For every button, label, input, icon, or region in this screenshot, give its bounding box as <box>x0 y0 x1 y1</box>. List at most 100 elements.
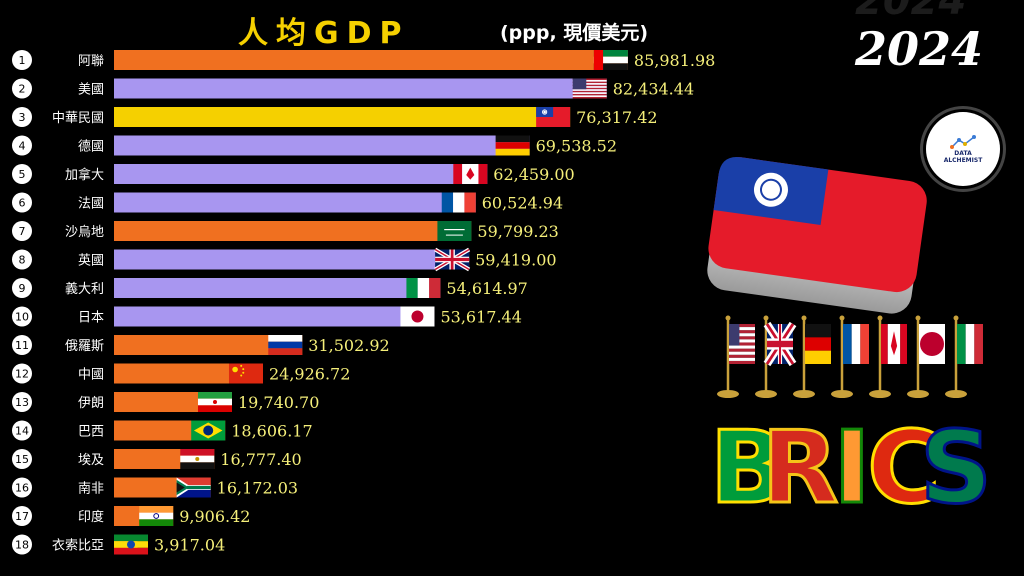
value-label: 59,799.23 <box>477 222 558 241</box>
rank-badge <box>12 278 32 298</box>
year-label: 2024 <box>855 22 984 76</box>
rank-badge <box>12 50 32 70</box>
rank-badge <box>12 363 32 384</box>
rank-badge <box>12 477 32 498</box>
logo-graph-icon <box>950 135 976 149</box>
bar-chart: 1 阿聯 85,981.98 2 美國 82,434.44 3 中華民國 76,317.42 4 德… <box>12 50 715 555</box>
rank-label: 15 <box>15 453 29 466</box>
rank-label: 7 <box>19 225 26 238</box>
value-label: 76,317.42 <box>576 108 657 127</box>
bar <box>114 135 530 156</box>
bar <box>114 221 472 241</box>
france-flag-icon <box>441 192 476 213</box>
bar <box>114 192 476 213</box>
category-label: 中華民國 <box>52 111 104 126</box>
usa-flag-icon <box>572 78 607 99</box>
brics-letter: I <box>833 409 870 510</box>
brics-letter: C <box>867 409 940 510</box>
usa-desk-flag-icon <box>729 324 755 364</box>
chart-subtitle: (ppp, 現價美元) <box>500 22 649 44</box>
rank-label: 14 <box>15 425 29 438</box>
rank-badge <box>12 306 32 327</box>
taiwan-flag-tile-icon <box>707 156 927 314</box>
value-label: 3,917.04 <box>154 536 225 555</box>
rank-label: 4 <box>19 140 26 153</box>
japan-desk-flag-icon <box>919 324 945 364</box>
france-desk-flag-icon <box>843 324 869 364</box>
rank-label: 8 <box>19 254 26 267</box>
value-label: 85,981.98 <box>634 51 715 70</box>
data-alchemist-logo: DATA ALCHEMIST <box>926 112 1000 186</box>
year-ghost-label: 2024 <box>855 0 967 24</box>
rank-label: 12 <box>15 368 29 381</box>
rank-label: 16 <box>15 482 29 495</box>
category-label: 美國 <box>78 83 104 98</box>
value-label: 18,606.17 <box>231 422 312 441</box>
rank-badge <box>12 164 32 184</box>
category-label: 日本 <box>78 311 104 326</box>
rank-label: 10 <box>15 311 29 324</box>
rank-label: 2 <box>19 83 26 96</box>
bar <box>114 306 435 327</box>
value-label: 53,617.44 <box>440 308 521 327</box>
rank-badge <box>12 534 32 555</box>
category-label: 埃及 <box>78 453 104 468</box>
bar <box>114 335 303 355</box>
category-label: 巴西 <box>78 425 104 440</box>
saudi-flag-icon <box>437 221 472 241</box>
germany-flag-icon <box>495 135 530 156</box>
category-label: 衣索比亞 <box>52 538 104 554</box>
rank-label: 17 <box>15 510 29 523</box>
brics-letter: B <box>710 409 786 510</box>
category-label: 法國 <box>78 197 104 212</box>
rank-label: 3 <box>19 111 26 124</box>
rank-label: 18 <box>15 539 29 552</box>
rank-badge <box>12 420 32 441</box>
russia-flag-icon <box>268 335 303 355</box>
rank-badge <box>12 135 32 156</box>
category-label: 加拿大 <box>65 167 104 183</box>
rank-badge <box>12 392 32 412</box>
value-label: 16,777.40 <box>220 450 301 469</box>
category-label: 阿聯 <box>78 54 104 69</box>
rank-badge <box>12 506 32 526</box>
rank-label: 13 <box>15 396 29 409</box>
bar <box>114 78 607 99</box>
uk-desk-flag-icon <box>763 321 797 367</box>
brazil-flag-icon <box>191 420 226 441</box>
category-label: 沙烏地 <box>65 224 104 240</box>
rank-badge <box>12 78 32 99</box>
value-label: 19,740.70 <box>238 393 319 412</box>
value-label: 82,434.44 <box>613 80 694 99</box>
logo-line-2: ALCHEMIST <box>943 157 983 164</box>
category-label: 義大利 <box>65 281 104 297</box>
rank-label: 9 <box>19 282 26 295</box>
value-label: 31,502.92 <box>308 336 389 355</box>
value-label: 54,614.97 <box>446 279 527 298</box>
italy-flag-icon <box>406 278 441 298</box>
india-flag-icon <box>139 506 174 526</box>
rank-label: 1 <box>19 54 26 67</box>
uae-flag-icon <box>593 50 628 70</box>
rank-badge <box>12 192 32 213</box>
uk-flag-icon <box>434 247 471 272</box>
rank-badge <box>12 335 32 355</box>
japan-flag-icon <box>400 306 435 327</box>
south-africa-flag-icon <box>176 477 211 498</box>
bar <box>114 249 470 270</box>
rank-label: 11 <box>15 339 29 352</box>
iran-flag-icon <box>197 392 232 412</box>
category-label: 英國 <box>78 254 104 269</box>
rank-badge <box>12 449 32 469</box>
category-label: 伊朗 <box>78 396 104 411</box>
canada-desk-flag-icon <box>881 324 907 364</box>
canada-flag-icon <box>453 164 488 184</box>
logo-line-1: DATA <box>954 150 972 157</box>
taiwan-flag-icon <box>536 107 571 127</box>
bar <box>114 363 263 384</box>
germany-desk-flag-icon <box>805 324 831 364</box>
value-label: 59,419.00 <box>475 251 556 270</box>
egypt-flag-icon <box>180 449 215 469</box>
